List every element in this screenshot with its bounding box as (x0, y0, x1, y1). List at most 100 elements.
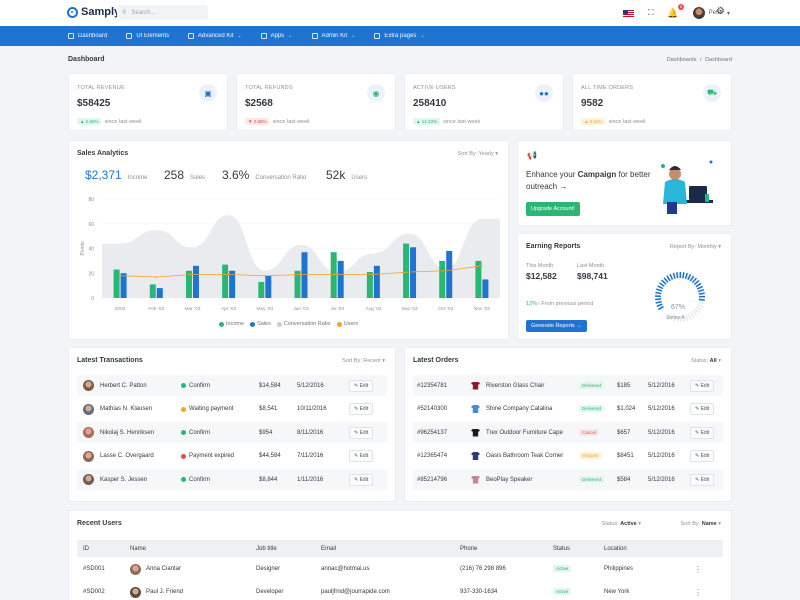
edit-label: Edit (359, 406, 369, 412)
nav-item-admin-kit[interactable]: Admin Kit ⌄ (311, 33, 355, 39)
edit-icon: ✎ (695, 453, 701, 459)
sales-sort-dropdown[interactable]: Sort By: Yearly ▾ (458, 151, 498, 157)
upgrade-account-button[interactable]: Upgrade Account! (526, 202, 580, 216)
nav-item-ui-elements[interactable]: UI Elements (126, 33, 169, 39)
y-tick-label: 60 (88, 222, 94, 228)
orders-status-dropdown[interactable]: Status: All ▾ (691, 358, 721, 364)
gauge-tick (687, 273, 692, 281)
transaction-name: Nikolaj S. Henriksen (100, 429, 155, 436)
x-tick-label: Nov '03 (474, 306, 490, 312)
edit-button[interactable]: ✎ Edit (349, 403, 374, 415)
column-header-status[interactable]: Status (553, 545, 571, 552)
nav-item-advanced-kit[interactable]: Advanced Kit ⌄ (188, 33, 242, 39)
column-header-id[interactable]: ID (83, 545, 89, 552)
edit-label: Edit (700, 429, 710, 436)
more-options-icon[interactable]: ⋮ (694, 564, 702, 574)
stat-change: ▲ 14.33% since last week (413, 118, 480, 125)
edit-button[interactable]: ✎ Edit (349, 473, 374, 486)
column-header-location[interactable]: Location (604, 545, 627, 552)
users-sort-dropdown[interactable]: Sort By: Name ▾ (681, 521, 721, 527)
line-point-users (408, 271, 411, 273)
notification-bell-icon[interactable]: 🔔 5 (667, 3, 684, 18)
edit-button[interactable]: ✎ Edit (690, 473, 715, 486)
search-placeholder: Search... (131, 9, 156, 16)
column-header-job-title[interactable]: Job title (256, 545, 277, 552)
edit-button[interactable]: ✎ Edit (690, 403, 715, 415)
edit-button[interactable]: ✎ Edit (349, 379, 374, 392)
this-month-label: This Month (526, 263, 554, 269)
arrow-up-icon: ▲ (416, 119, 422, 124)
gauge-tick (669, 273, 674, 280)
transaction-user: Mathias N. Klausen (77, 403, 181, 415)
line-point-users (263, 274, 266, 277)
product-name: Oasis Bathroom Teak Corner (486, 453, 564, 459)
user-name: Paul J. Friend (146, 589, 184, 595)
edit-icon: ✎ (354, 382, 360, 389)
chevron-down-icon: ▾ (718, 358, 721, 364)
more-options-icon[interactable]: ⋮ (694, 587, 702, 597)
edit-button[interactable]: ✎ Edit (690, 426, 715, 439)
status-label: Status: (601, 521, 619, 527)
recent-users-title: Recent Users (77, 520, 122, 527)
edit-label: Edit (359, 429, 369, 436)
stat-card-all-time-orders: ALL TIME ORDERS 9582 ▲ 0.55% since last wee… (572, 73, 732, 131)
column-header-email[interactable]: Email (321, 545, 337, 552)
search-input[interactable]: ⚲ Search... (117, 5, 208, 20)
column-header-name[interactable]: Name (130, 545, 147, 552)
gauge-tick (666, 313, 672, 320)
transactions-sort-dropdown[interactable]: Sort By: Recent ▾ (342, 358, 385, 364)
latest-transactions-card: Latest Transactions Sort By: Recent ▾ He… (68, 347, 396, 502)
generate-reports-button[interactable]: Generate Reports → (526, 320, 587, 332)
user-menu[interactable]: Peter ▾ (692, 7, 730, 19)
generate-reports-label: Generate Reports (531, 323, 575, 329)
arrow-up-icon: ▲ (584, 119, 590, 124)
edit-button[interactable]: ✎ Edit (349, 426, 374, 439)
nav-item-apps[interactable]: Apps ⌄ (260, 33, 293, 39)
users-icon: ●● (535, 84, 553, 102)
gear-icon[interactable]: ⚙ (716, 6, 725, 17)
app-logo[interactable]: Samply (67, 6, 120, 18)
edit-button[interactable]: ✎ Edit (690, 450, 715, 462)
transaction-amount: $8,844 (259, 476, 278, 483)
kpi-label: Sales (190, 175, 206, 181)
line-point-users (336, 273, 339, 276)
column-header-phone[interactable]: Phone (460, 545, 478, 552)
order-date: 5/12/2016 (648, 429, 675, 436)
sort-value: Yearly (478, 151, 494, 157)
fullscreen-icon[interactable]: ⛶ (647, 8, 654, 17)
stat-label: TOTAL REFUNDS (245, 85, 293, 91)
gauge-tick (661, 279, 667, 285)
language-flag-icon[interactable] (622, 9, 634, 17)
user-email: annac@hotmai.us (321, 566, 370, 572)
change-badge: ▲ 14.33% (413, 118, 440, 125)
transaction-date: 7/11/2016 (297, 453, 324, 459)
gauge-tick (658, 282, 665, 287)
nav-item-dashboard[interactable]: Dashboard (68, 33, 107, 39)
kpi-sales: 258 Sales (164, 168, 205, 182)
status-badge: Cancel (579, 428, 600, 436)
user-status: Active (553, 565, 604, 572)
breadcrumb-item-dashboards[interactable]: Dashboards (666, 57, 697, 63)
report-by-dropdown[interactable]: Report By: Monthly ▾ (670, 244, 721, 250)
legend-marker (219, 321, 225, 327)
gauge-tick (666, 275, 671, 282)
edit-button[interactable]: ✎ Edit (690, 379, 715, 392)
table-row: #96254137 Trex Outdoor Furniture Cape Canc… (413, 422, 723, 443)
bar-sales (337, 260, 344, 298)
line-point-users (119, 274, 121, 277)
users-status-dropdown[interactable]: Status: Active ▾ (602, 521, 641, 527)
sales-analytics-card: Sales Analytics Sort By: Yearly ▾ $2,371… (68, 140, 509, 340)
legend-label: Users (343, 321, 358, 327)
table-row: Lasse C. Overgaard Payment expired $44,584… (77, 446, 387, 467)
latest-orders-title: Latest Orders (413, 357, 459, 364)
product-name: BeoPlay Speaker (486, 476, 533, 483)
tshirt-icon (471, 428, 480, 437)
transaction-amount: $954 (259, 429, 273, 436)
edit-button[interactable]: ✎ Edit (349, 450, 374, 462)
promo-text: Enhance your Campaign for better outreac… (526, 169, 656, 193)
transaction-user: Herbert C. Patton (77, 380, 181, 391)
promo-text-c: for better outreach (526, 170, 651, 191)
tshirt-icon (471, 452, 480, 460)
kpi-income: $2,371 Income (85, 168, 147, 182)
nav-item-extra-pages[interactable]: Extra pages ⌄ (374, 33, 425, 39)
